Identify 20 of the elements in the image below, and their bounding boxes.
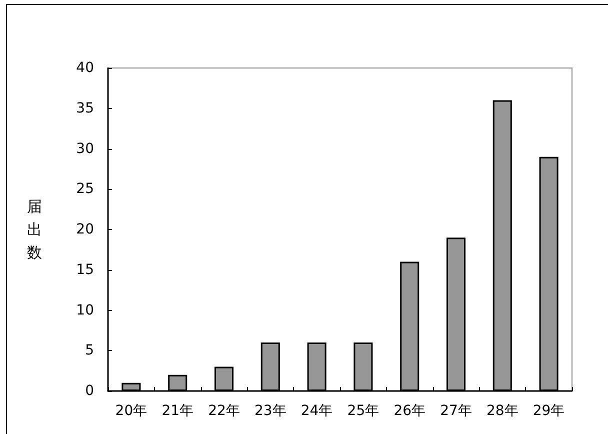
y-tick-label: 30 xyxy=(76,140,94,157)
x-tick-label: 27年 xyxy=(440,403,472,419)
x-tick-label: 24年 xyxy=(300,403,333,419)
y-tick-label: 5 xyxy=(85,342,94,359)
x-tick-label: 20年 xyxy=(115,403,148,419)
x-tick-label: 29年 xyxy=(532,403,565,419)
y-tick-label: 0 xyxy=(85,383,94,399)
x-tick-label: 21年 xyxy=(162,403,194,419)
y-axis-title: 届出数 xyxy=(27,198,42,262)
x-tick-label: 22年 xyxy=(208,403,240,419)
y-tick-label: 40 xyxy=(76,60,94,76)
x-tick-label: 23年 xyxy=(254,403,286,419)
x-tick-label: 28年 xyxy=(486,403,518,419)
y-tick-label: 10 xyxy=(76,302,94,318)
x-tick-label: 25年 xyxy=(347,403,380,419)
y-tick-label: 20 xyxy=(76,222,94,238)
y-tick-label: 15 xyxy=(76,262,94,278)
x-tick-label: 26年 xyxy=(394,403,426,419)
y-tick-label: 35 xyxy=(76,100,94,116)
y-tick-label: 25 xyxy=(76,181,94,198)
